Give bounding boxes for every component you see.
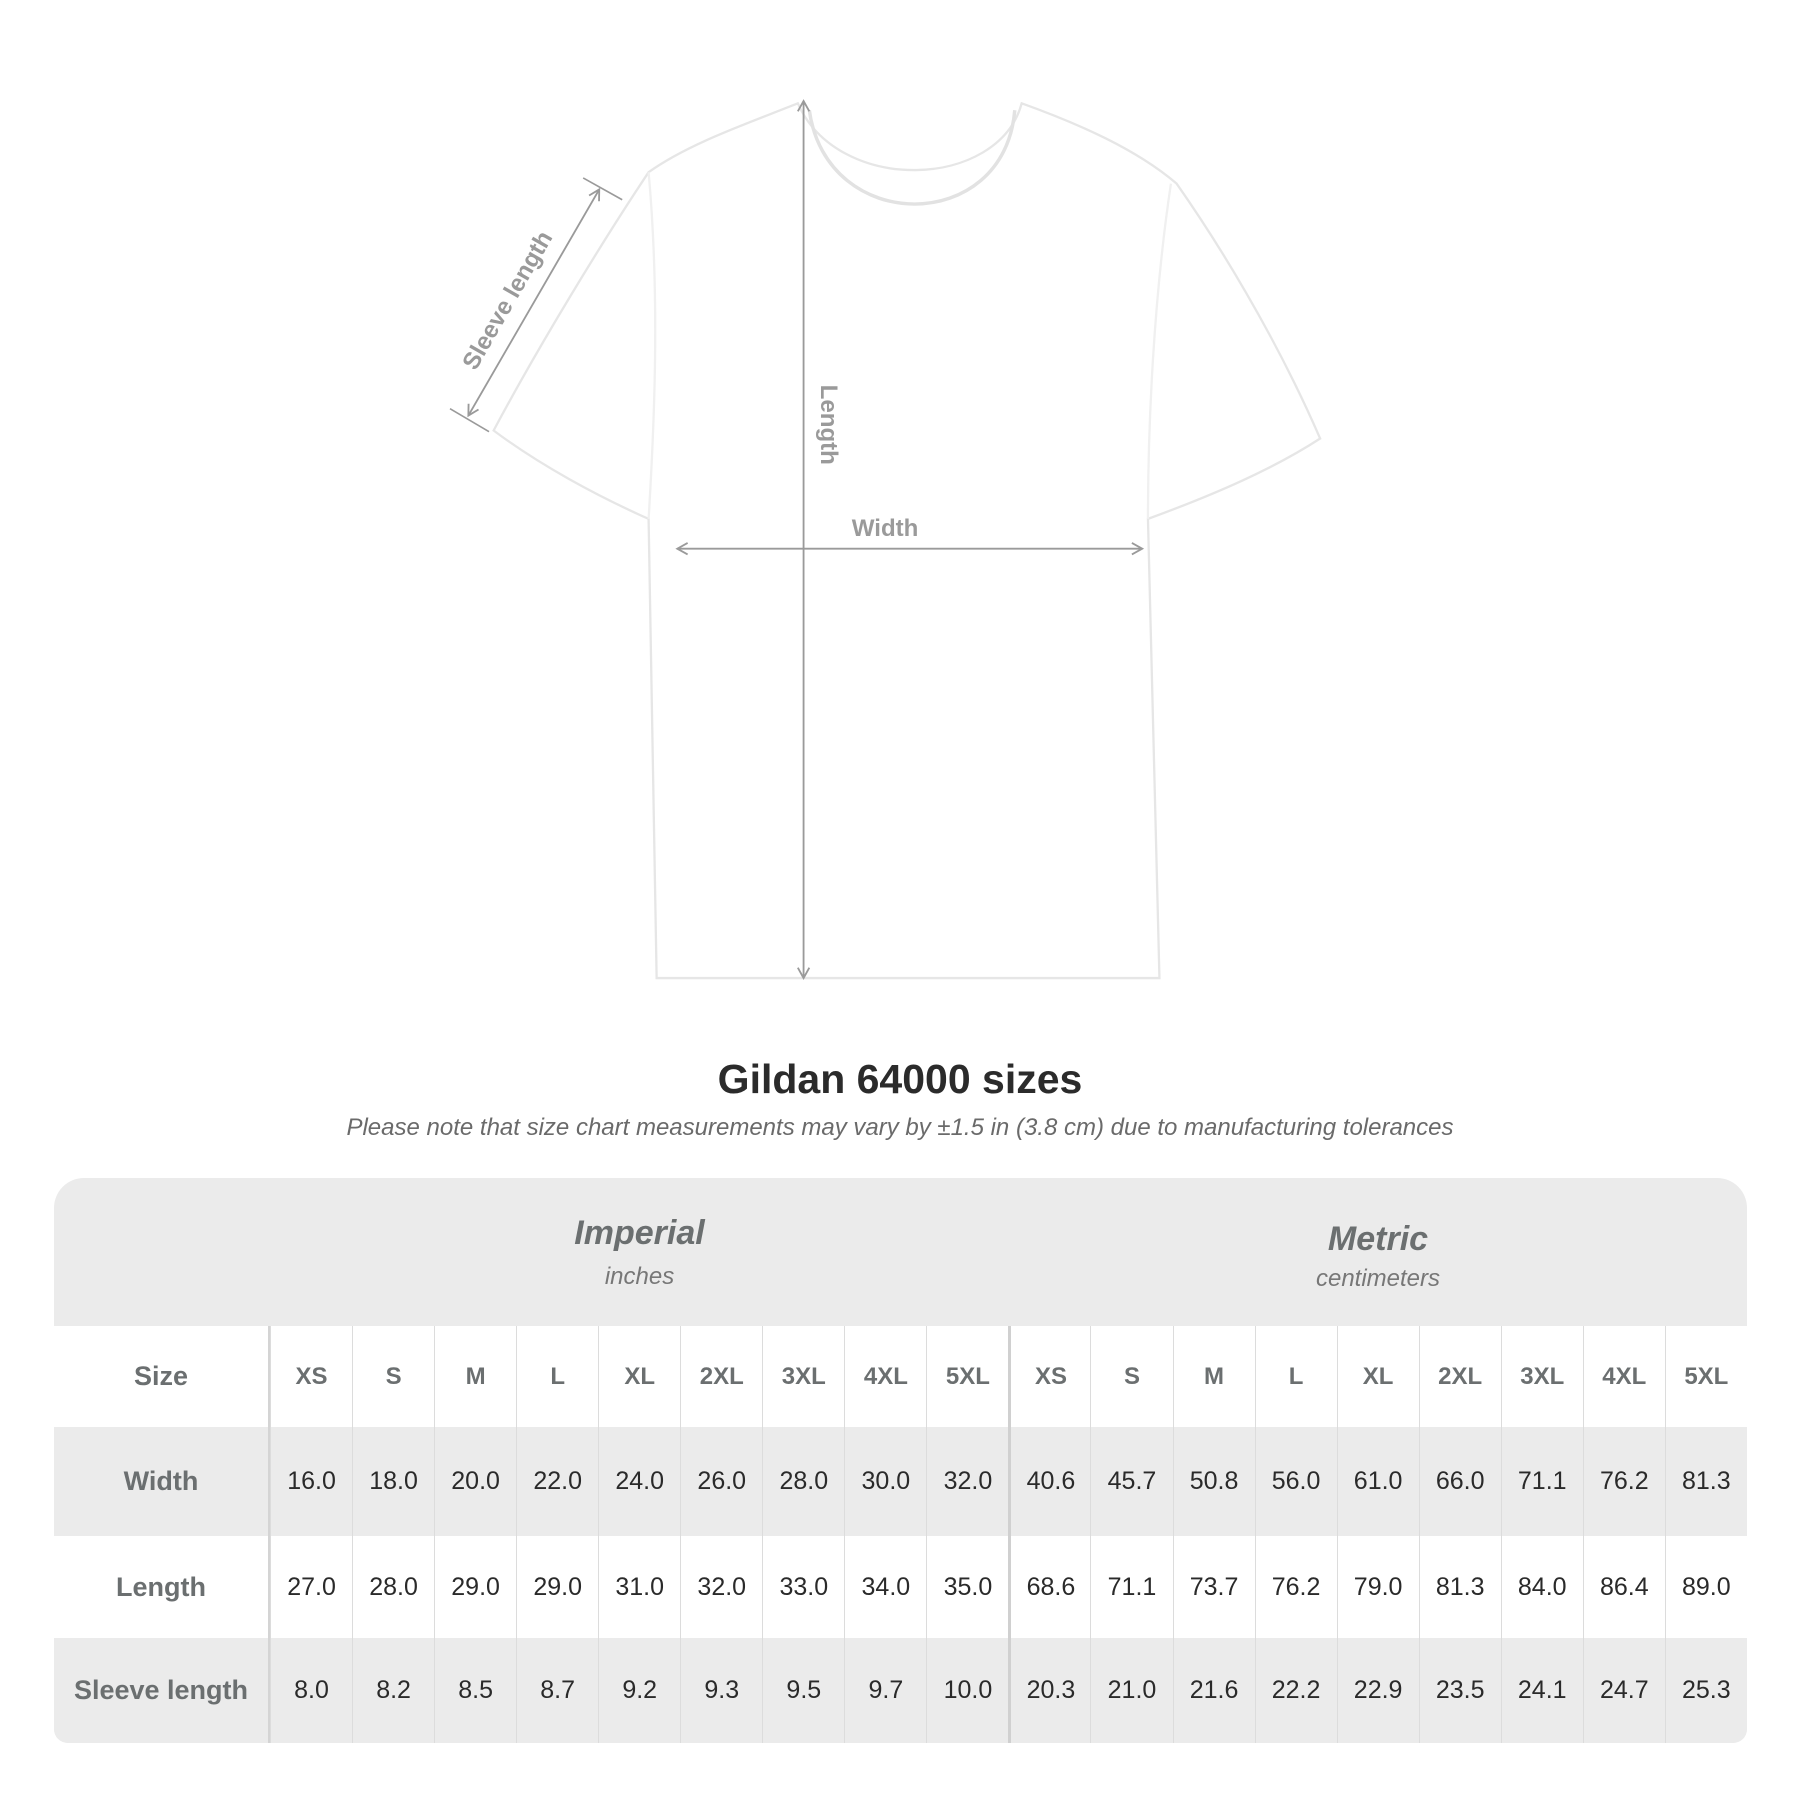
tolerance-note: Please note that size chart measurements… [346,1114,1454,1141]
imperial-value-cell: 16.0 [270,1427,352,1536]
imperial-value-cell: 8.2 [352,1638,434,1743]
imperial-value-cell: 34.0 [844,1536,926,1638]
imperial-size-header: 3XL [762,1326,844,1427]
metric-value-cell: 61.0 [1336,1427,1419,1536]
imperial-value-cell: 9.7 [844,1638,926,1743]
imperial-value-cell: 29.0 [516,1536,598,1638]
page-title: Gildan 64000 sizes [717,1056,1083,1102]
metric-size-header: 5XL [1664,1326,1747,1427]
imperial-size-header: M [434,1326,516,1427]
table-row: Width 16.0 18.0 20.0 22.0 24.0 26.0 28.0 30.0 32.… [54,1427,1747,1536]
imperial-value-cell: 18.0 [352,1427,434,1536]
metric-value-cell: 21.6 [1172,1638,1255,1743]
metric-size-header: S [1090,1326,1172,1427]
imperial-value-cell: 29.0 [434,1536,516,1638]
imperial-value-cell: 9.2 [598,1638,680,1743]
row-label: Size [54,1326,270,1427]
imperial-value-cell: 24.0 [598,1427,680,1536]
metric-size-header: L [1254,1326,1337,1427]
imperial-size-header: 2XL [680,1326,762,1427]
imperial-size-header: XS [270,1326,352,1427]
tshirt-outline [492,101,1322,980]
table-row: Length 27.0 28.0 29.0 29.0 31.0 32.0 33.0 34.0 35… [54,1536,1747,1638]
metric-value-cell: 68.6 [1008,1536,1090,1638]
size-row: Size XS S M L XL 2XL 3XL 4XL 5XL XS S M L XL 2XL 3XL 4XL 5… [54,1326,1747,1427]
imperial-unit: inches [604,1263,675,1290]
row-label: Sleeve length [54,1638,270,1743]
imperial-size-header: XL [598,1326,680,1427]
imperial-value-cell: 20.0 [434,1427,516,1536]
imperial-value-cell: 30.0 [844,1427,926,1536]
imperial-value-cell: 8.5 [434,1638,516,1743]
imperial-size-header: 4XL [844,1326,926,1427]
metric-value-cell: 81.3 [1418,1536,1501,1638]
metric-value-cell: 73.7 [1172,1536,1255,1638]
imperial-size-header: 5XL [926,1326,1008,1427]
imperial-size-header: S [352,1326,434,1427]
metric-value-cell: 71.1 [1090,1536,1172,1638]
imperial-value-cell: 28.0 [352,1536,434,1638]
metric-value-cell: 81.3 [1664,1427,1747,1536]
length-label: Length [815,385,842,465]
metric-value-cell: 24.1 [1500,1638,1583,1743]
metric-size-header: 4XL [1582,1326,1665,1427]
row-label: Width [54,1427,270,1536]
metric-value-cell: 25.3 [1664,1638,1747,1743]
metric-value-cell: 76.2 [1582,1427,1665,1536]
row-label: Length [54,1536,270,1638]
imperial-value-cell: 26.0 [680,1427,762,1536]
imperial-value-cell: 32.0 [680,1536,762,1638]
metric-value-cell: 79.0 [1336,1536,1419,1638]
sleeve-arrow [467,187,601,418]
metric-value-cell: 84.0 [1500,1536,1583,1638]
imperial-value-cell: 10.0 [926,1638,1008,1743]
metric-title: Metric [1327,1220,1429,1258]
imperial-value-cell: 8.0 [270,1638,352,1743]
metric-value-cell: 22.2 [1254,1638,1337,1743]
metric-value-cell: 21.0 [1090,1638,1172,1743]
metric-value-cell: 56.0 [1254,1427,1337,1536]
metric-value-cell: 45.7 [1090,1427,1172,1536]
sleeve-tick-top [582,177,623,201]
left-sleeve-seam [647,172,657,519]
imperial-size-header: L [516,1326,598,1427]
imperial-value-cell: 28.0 [762,1427,844,1536]
imperial-value-cell: 32.0 [926,1427,1008,1536]
metric-value-cell: 23.5 [1418,1638,1501,1743]
metric-size-header: 2XL [1418,1326,1501,1427]
imperial-value-cell: 9.3 [680,1638,762,1743]
metric-value-cell: 89.0 [1664,1536,1747,1638]
imperial-title: Imperial [574,1214,705,1252]
width-label: Width [852,515,919,542]
metric-value-cell: 22.9 [1336,1638,1419,1743]
sleeve-tick-bottom [449,407,490,433]
table-row: Sleeve length 8.0 8.2 8.5 8.7 9.2 9.3 9.5 9.7 10.… [54,1638,1747,1743]
tshirt-collar [807,109,1017,206]
right-sleeve-seam [1146,183,1173,519]
imperial-value-cell: 33.0 [762,1536,844,1638]
imperial-value-cell: 9.5 [762,1638,844,1743]
imperial-value-cell: 22.0 [516,1427,598,1536]
imperial-value-cell: 31.0 [598,1536,680,1638]
metric-size-header: M [1172,1326,1255,1427]
metric-size-header: 3XL [1500,1326,1583,1427]
imperial-value-cell: 27.0 [270,1536,352,1638]
size-table: Imperial inches Metric centimeters Size X… [54,1178,1747,1743]
imperial-value-cell: 8.7 [516,1638,598,1743]
metric-value-cell: 50.8 [1172,1427,1255,1536]
metric-value-cell: 24.7 [1582,1638,1665,1743]
imperial-value-cell: 35.0 [926,1536,1008,1638]
metric-size-header: XL [1336,1326,1419,1427]
metric-value-cell: 86.4 [1582,1536,1665,1638]
metric-value-cell: 20.3 [1008,1638,1090,1743]
metric-value-cell: 40.6 [1008,1427,1090,1536]
metric-unit: centimeters [1315,1265,1441,1292]
metric-header: Metric centimeters [1009,1178,1747,1326]
metric-value-cell: 76.2 [1254,1536,1337,1638]
metric-value-cell: 71.1 [1500,1427,1583,1536]
imperial-header: Imperial inches [270,1178,1009,1326]
metric-size-header: XS [1008,1326,1090,1427]
metric-value-cell: 66.0 [1418,1427,1501,1536]
